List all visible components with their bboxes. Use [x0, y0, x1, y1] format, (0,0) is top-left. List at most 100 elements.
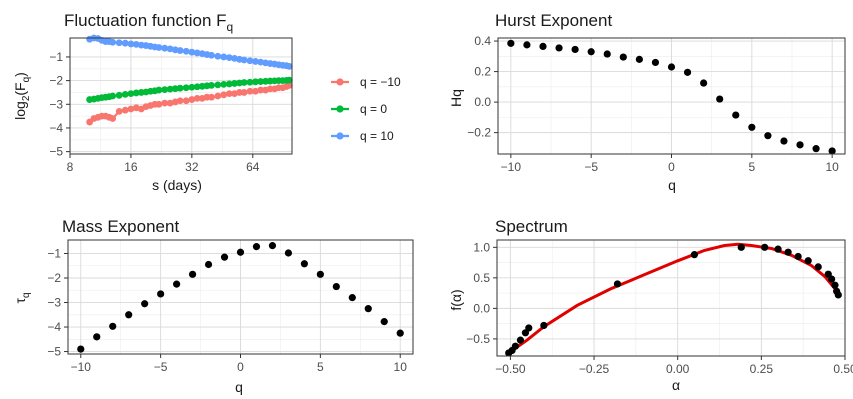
- data-point: [208, 93, 215, 101]
- data-point: [732, 111, 740, 119]
- x-tick-label: 0.50: [833, 362, 853, 376]
- series-1: [86, 76, 293, 103]
- series-2: [86, 34, 293, 70]
- y-tick-label: −5: [49, 145, 63, 159]
- data-point: [246, 57, 254, 65]
- data-point: [737, 243, 745, 251]
- data-point: [804, 257, 812, 265]
- data-point: [252, 78, 259, 86]
- fluctuation-panel: Fluctuation function Fq 8 16 32 64 −5 −4 −3 −2…: [12, 11, 401, 193]
- y-tick-label: −3: [47, 296, 61, 310]
- data-point: [220, 53, 228, 61]
- data-point: [240, 79, 248, 86]
- data-point: [115, 91, 123, 99]
- data-point: [812, 145, 820, 153]
- x-tick-label: −10: [71, 360, 92, 374]
- fluctuation-y-ticks: −5 −4 −3 −2 −1: [49, 50, 70, 159]
- data-point: [364, 305, 372, 313]
- fluctuation-frame: [69, 37, 293, 155]
- data-point: [300, 260, 308, 268]
- x-tick-label: −0.50: [495, 362, 526, 376]
- data-point: [834, 291, 842, 299]
- legend-label: q = −10: [360, 75, 401, 89]
- y-tick-label: −1: [47, 246, 61, 260]
- data-point: [225, 90, 233, 98]
- data-point: [246, 78, 254, 86]
- series-0: [86, 81, 293, 126]
- x-tick-label: 0: [668, 160, 675, 174]
- data-point: [125, 311, 133, 319]
- data-point: [348, 294, 356, 302]
- data-point: [700, 79, 708, 87]
- hurst-points: [507, 39, 836, 155]
- data-point: [166, 99, 174, 107]
- data-point: [188, 48, 196, 56]
- legend-key-point: [336, 105, 344, 113]
- data-point: [109, 92, 117, 100]
- mass-x-label: q: [235, 379, 243, 395]
- mass-frame: [67, 239, 414, 355]
- data-point: [540, 321, 548, 330]
- data-point: [523, 41, 531, 49]
- data-point: [220, 253, 229, 261]
- spectrum-x-ticks: −0.50 −0.25 0.00 0.25 0.50: [495, 356, 853, 376]
- mass-panel: Mass Exponent −10 −5 0 5 10 −5 −4 −3 −2 −1 q τq: [12, 217, 414, 395]
- data-point: [127, 90, 135, 98]
- hurst-x-label: q: [668, 177, 676, 193]
- data-point: [555, 44, 563, 52]
- data-point: [236, 248, 245, 256]
- mass-title: Mass Exponent: [62, 217, 179, 236]
- data-point: [173, 280, 181, 288]
- y-tick-label: −0.5: [466, 332, 490, 346]
- spectrum-frame: [496, 239, 846, 357]
- data-point: [240, 89, 248, 96]
- data-point: [716, 95, 724, 103]
- data-point: [176, 47, 184, 54]
- spectrum-y-label: f(α): [448, 289, 464, 310]
- x-tick-label: 10: [394, 360, 408, 374]
- data-point: [115, 107, 123, 115]
- x-tick-label: 64: [246, 160, 260, 174]
- data-point: [155, 100, 163, 108]
- data-point: [231, 80, 238, 87]
- spectrum-plot-area: [497, 240, 845, 356]
- hurst-x-ticks: −10 −5 0 5 10: [501, 154, 839, 174]
- data-point: [176, 97, 184, 105]
- data-point: [316, 270, 324, 278]
- legend-item: q = −10: [331, 75, 401, 89]
- hurst-y-ticks: −0.2 0.0 0.2 0.4: [467, 34, 498, 140]
- spectrum-panel: Spectrum −0.50 −0.25 0.00 0.25 0.50 −0.5 0.0 0…: [448, 217, 853, 393]
- y-tick-label: −5: [47, 345, 61, 359]
- data-point: [252, 58, 259, 65]
- data-point: [240, 56, 248, 64]
- y-tick-label: −2: [47, 271, 61, 285]
- data-point: [127, 105, 135, 113]
- data-point: [208, 51, 215, 59]
- data-point: [828, 147, 836, 155]
- data-point: [204, 260, 213, 269]
- data-point: [257, 78, 265, 85]
- legend-label: q = 0: [360, 102, 387, 116]
- data-point: [507, 39, 515, 47]
- fluctuation-x-ticks: 8 16 32 64: [67, 154, 260, 174]
- data-point: [252, 243, 261, 251]
- data-point: [109, 322, 117, 330]
- data-point: [220, 91, 228, 99]
- data-point: [214, 81, 222, 89]
- data-point: [613, 280, 622, 288]
- data-point: [780, 137, 788, 145]
- x-tick-label: −5: [154, 360, 168, 374]
- x-tick-label: 5: [748, 160, 755, 174]
- hurst-y-label: Hq: [448, 89, 464, 107]
- x-tick-label: 16: [124, 160, 138, 174]
- x-tick-label: −0.25: [579, 362, 610, 376]
- data-point: [268, 242, 277, 250]
- data-point: [814, 263, 822, 271]
- data-point: [77, 345, 85, 353]
- data-point: [225, 80, 233, 88]
- x-tick-label: 8: [67, 160, 74, 174]
- data-point: [683, 68, 692, 76]
- spectrum-grid: [497, 240, 846, 356]
- data-point: [188, 83, 196, 91]
